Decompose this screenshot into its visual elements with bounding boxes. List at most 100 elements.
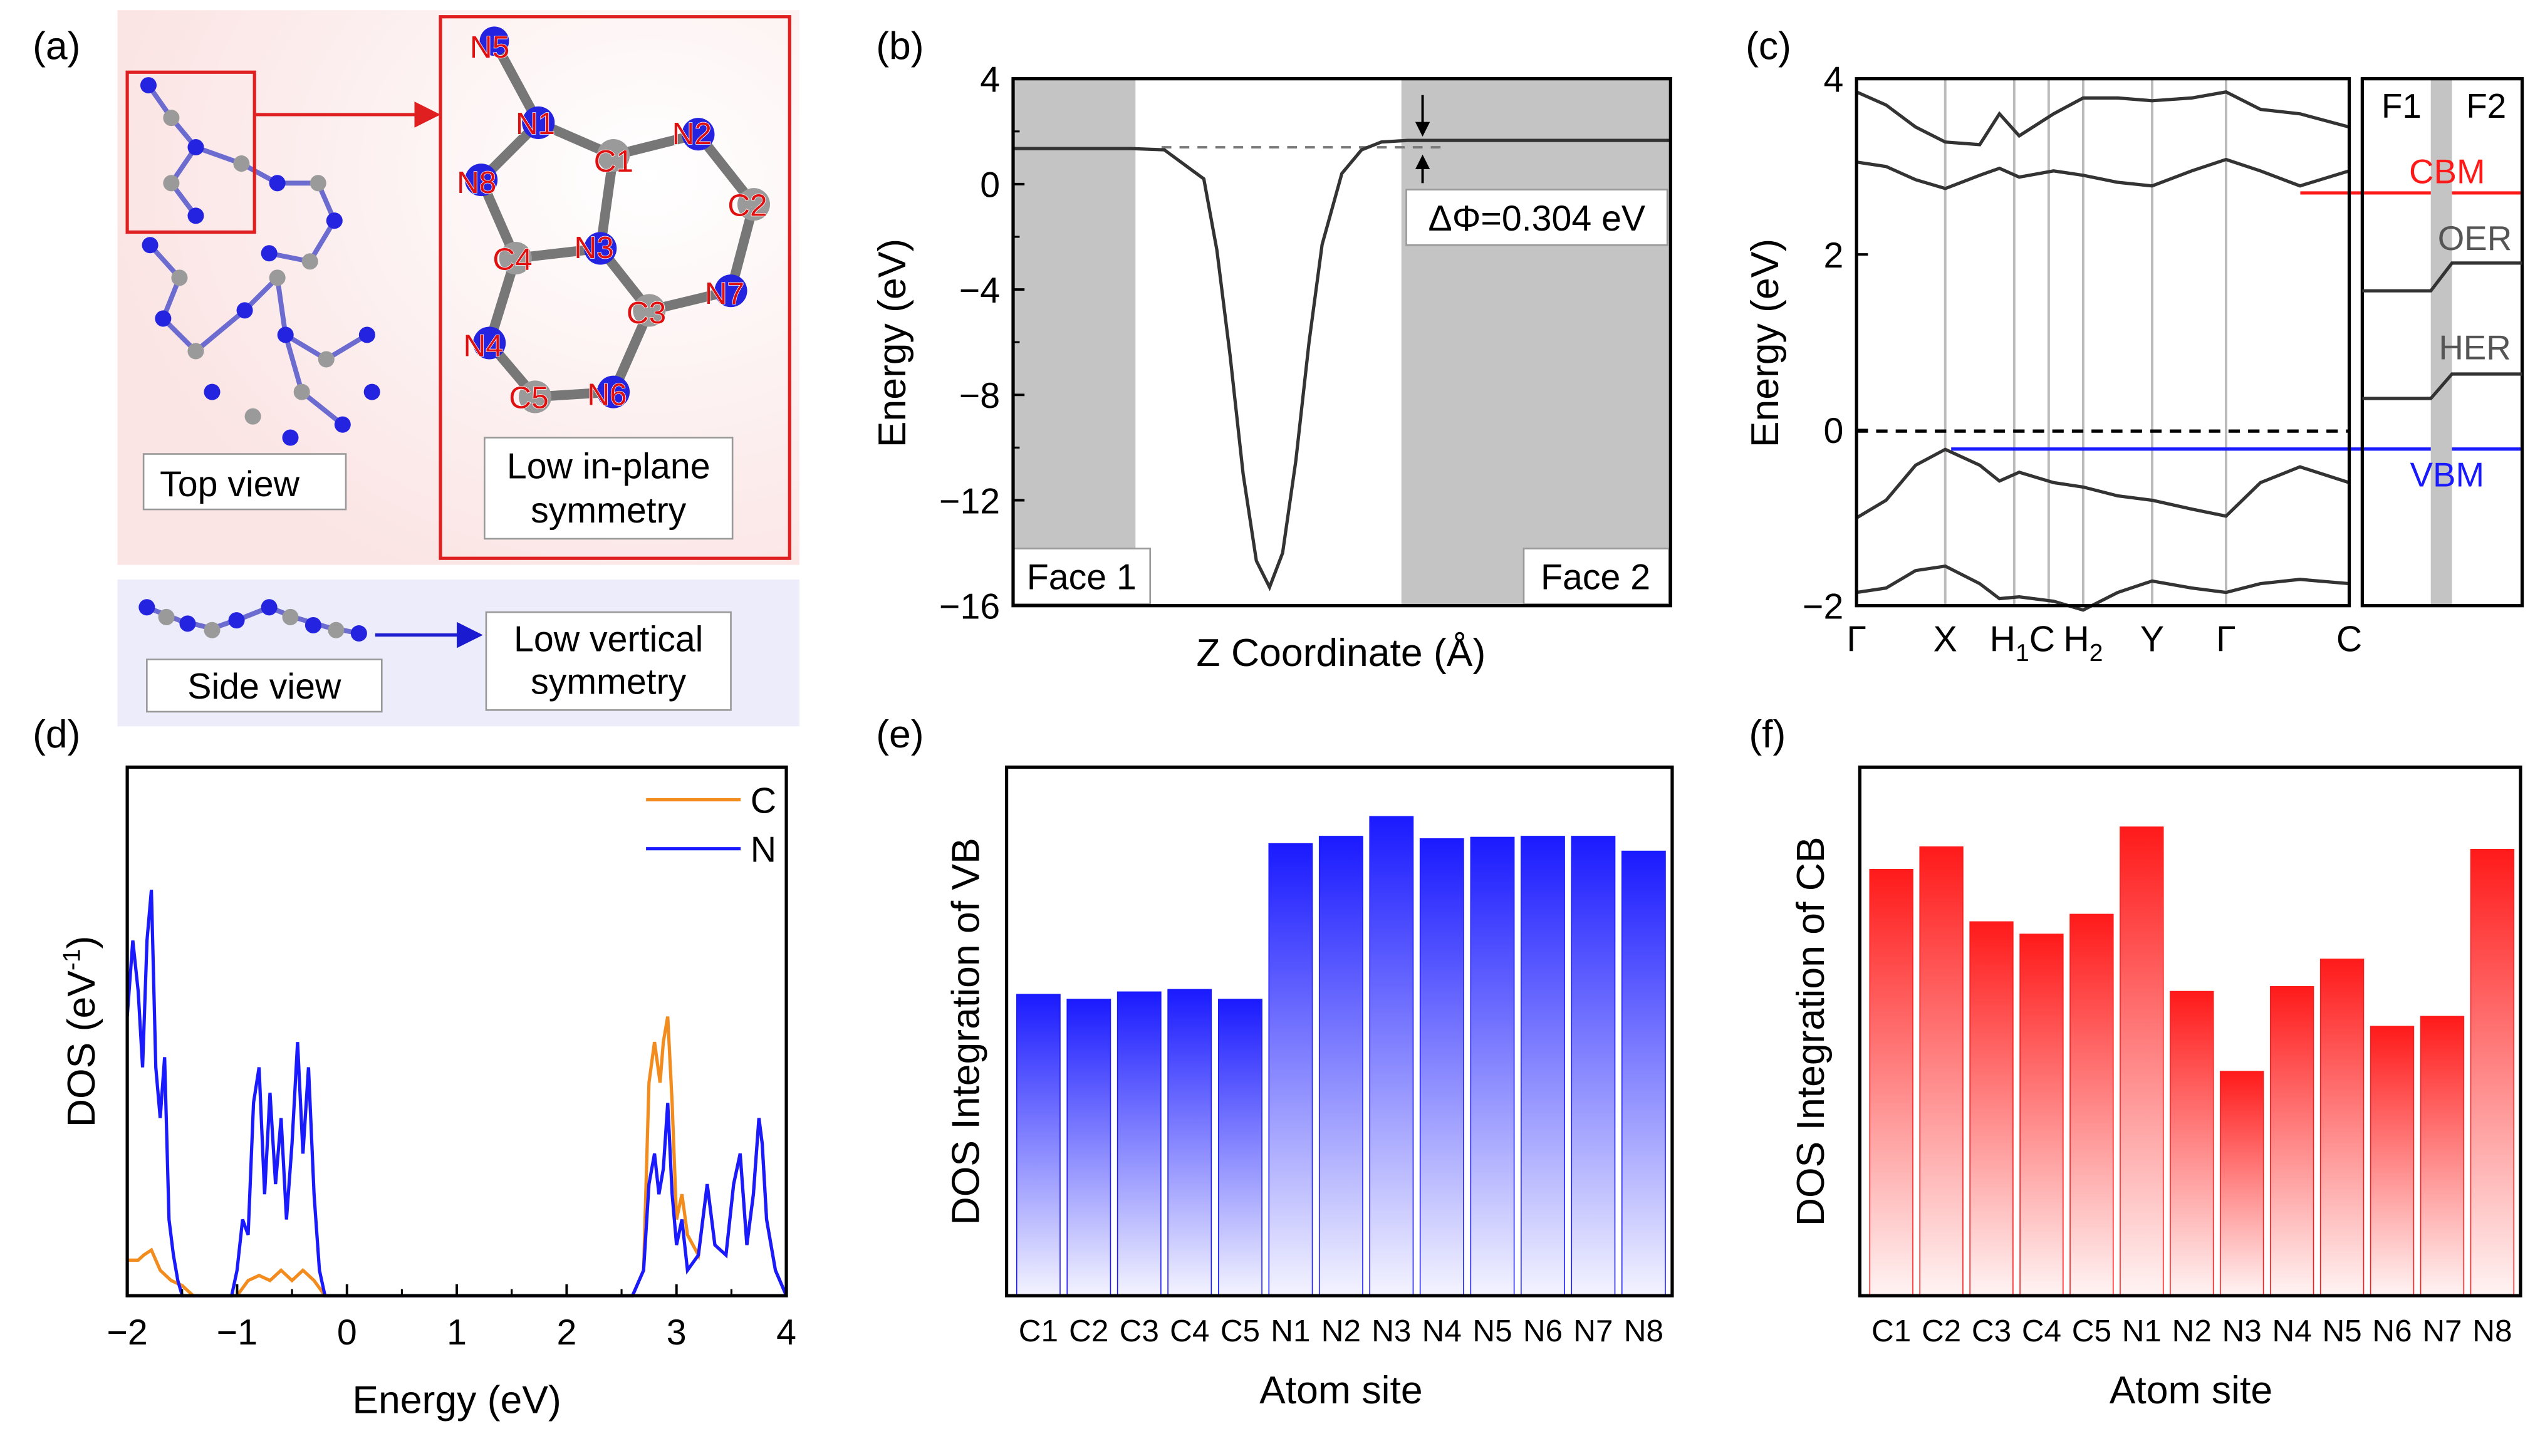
atom-site-label: N1: [1271, 1314, 1310, 1348]
atom-label: N5: [470, 30, 509, 65]
atom-site-label: C2: [1922, 1314, 1961, 1348]
band-curve: [1855, 447, 2350, 519]
bar: [1571, 836, 1616, 1296]
k-point-label: H1C: [1990, 620, 2055, 667]
panel-d-letter: (d): [33, 712, 80, 756]
atom-site-labels: C1 C2 C3 C4 C5 N1 N2 N3 N4 N5 N6 N7 N8: [1019, 1314, 1663, 1348]
her-level: [2362, 372, 2522, 400]
atom-site-label: C1: [1019, 1314, 1058, 1348]
oer-level: [2362, 261, 2522, 293]
y-axis-label: DOS Integration of VB: [944, 838, 987, 1225]
panel-c-chart: 420−2 Γ X H1C H2 Y Γ C Energy (eV) F1 F2 CBM O…: [1743, 60, 2524, 667]
atom-site-label: N4: [2272, 1314, 2312, 1348]
atom-label: N1: [516, 107, 555, 141]
y-axis-label-end: ): [60, 936, 103, 949]
atom-site-label: C3: [1972, 1314, 2011, 1348]
bar: [2319, 959, 2365, 1296]
x-tick-label: 4: [776, 1313, 796, 1353]
panel-b-letter: (b): [876, 24, 924, 68]
atom-site-label: C3: [1120, 1314, 1159, 1348]
atom-site-label: N7: [1573, 1314, 1613, 1348]
bar: [2269, 985, 2314, 1296]
bar: [1016, 994, 1061, 1296]
level-shade-band: [2430, 78, 2452, 606]
k-point-lines: [1944, 78, 2227, 606]
atom-label: N4: [463, 328, 502, 363]
zoomed-molecule-atoms: [465, 26, 771, 413]
k-point-label: H2: [2063, 620, 2103, 667]
bar: [1218, 999, 1262, 1296]
atom-site-label: C2: [1069, 1314, 1108, 1348]
y-axis-label: Energy (eV): [1743, 239, 1787, 447]
atom-label: N3: [575, 231, 614, 265]
in-plane-label-box: [484, 437, 734, 540]
panel-f-chart: C1 C2 C3 C4 C5 N1 N2 N3 N4 N5 N6 N7 N8 DOS Integrati…: [1789, 765, 2522, 1412]
atom-site-label: N2: [2172, 1314, 2212, 1348]
vertical-label-line2: symmetry: [531, 662, 686, 702]
k-point-labels: Γ X H1C H2 Y Γ C: [1846, 620, 2362, 667]
bar: [2370, 1026, 2415, 1296]
bar: [2019, 933, 2064, 1296]
her-label: HER: [2438, 328, 2511, 367]
k-label-part: 2: [2090, 640, 2103, 667]
oer-label: OER: [2438, 219, 2512, 257]
panel-e-letter: (e): [876, 712, 924, 756]
bar: [1369, 816, 1414, 1296]
bar: [1470, 836, 1515, 1296]
plot-frame: [1858, 765, 2522, 1297]
y-tick-label: −2: [1803, 587, 1843, 627]
panel-a-letter: (a): [33, 24, 80, 68]
atom-label: N6: [587, 377, 627, 412]
y-tick-label: −16: [939, 587, 1000, 627]
panel-f-letter: (f): [1749, 712, 1786, 756]
level-panel-frame: [2360, 77, 2524, 608]
atom-label: C5: [509, 381, 548, 415]
n-dos-curve: [125, 890, 788, 1297]
bar: [2420, 1016, 2465, 1296]
zoom-box: [439, 15, 791, 560]
in-plane-label-line2: symmetry: [531, 491, 686, 531]
bar: [1621, 850, 1666, 1296]
atom-site-label: C4: [1170, 1314, 1209, 1348]
k-label-part: C: [2029, 620, 2055, 660]
atom-label: C4: [492, 242, 532, 276]
c-dos-curve: [127, 1016, 788, 1297]
top-view-label: Top view: [160, 464, 299, 504]
atom-site-label: C5: [2072, 1314, 2111, 1348]
plot-frame: [1855, 77, 2351, 608]
y-axis-label: DOS (eV-1): [59, 936, 103, 1128]
x-tick-label: 0: [337, 1313, 357, 1353]
bar: [1066, 999, 1111, 1296]
y-tick-label: −8: [959, 376, 1000, 416]
band-curve: [1856, 90, 2350, 147]
bar: [1919, 846, 1964, 1296]
atom-label: C2: [727, 188, 767, 222]
y-axis-ticks: 4 2 0 −2: [1803, 60, 1868, 627]
bar: [1869, 868, 1913, 1296]
face-2-label: Face 2: [1541, 558, 1650, 598]
y-axis-label: DOS Integration of CB: [1789, 836, 1833, 1226]
face-2-shade: [1401, 78, 1671, 606]
y-tick-label: 4: [980, 60, 1000, 100]
side-view-molecule: [138, 599, 367, 642]
cbm-label: CBM: [2409, 152, 2485, 190]
x-axis-label: Z Coordinate (Å): [1196, 631, 1486, 675]
atom-site-label: C1: [1871, 1314, 1911, 1348]
vertical-label-line1: Low vertical: [514, 620, 703, 660]
band-structure: [1855, 90, 2350, 612]
x-tick-label: −1: [217, 1313, 258, 1353]
y-tick-label: −12: [939, 481, 1000, 521]
bar: [2220, 1071, 2264, 1296]
side-view-label-box: [146, 658, 383, 713]
atom-site-labels: C1 C2 C3 C4 C5 N1 N2 N3 N4 N5 N6 N7 N8: [1871, 1314, 2512, 1348]
atom-site-label: N8: [1624, 1314, 1663, 1348]
face-1-shade: [1012, 78, 1136, 606]
k-point-label: C: [2336, 620, 2362, 660]
bar: [1268, 843, 1313, 1296]
atom-label: N2: [672, 117, 712, 151]
bar: [1521, 836, 1565, 1296]
y-axis-label-main: DOS (eV: [60, 970, 103, 1127]
vb-bars: [1016, 816, 1666, 1296]
bar: [1167, 989, 1212, 1296]
atom-site-label: N5: [1472, 1314, 1512, 1348]
